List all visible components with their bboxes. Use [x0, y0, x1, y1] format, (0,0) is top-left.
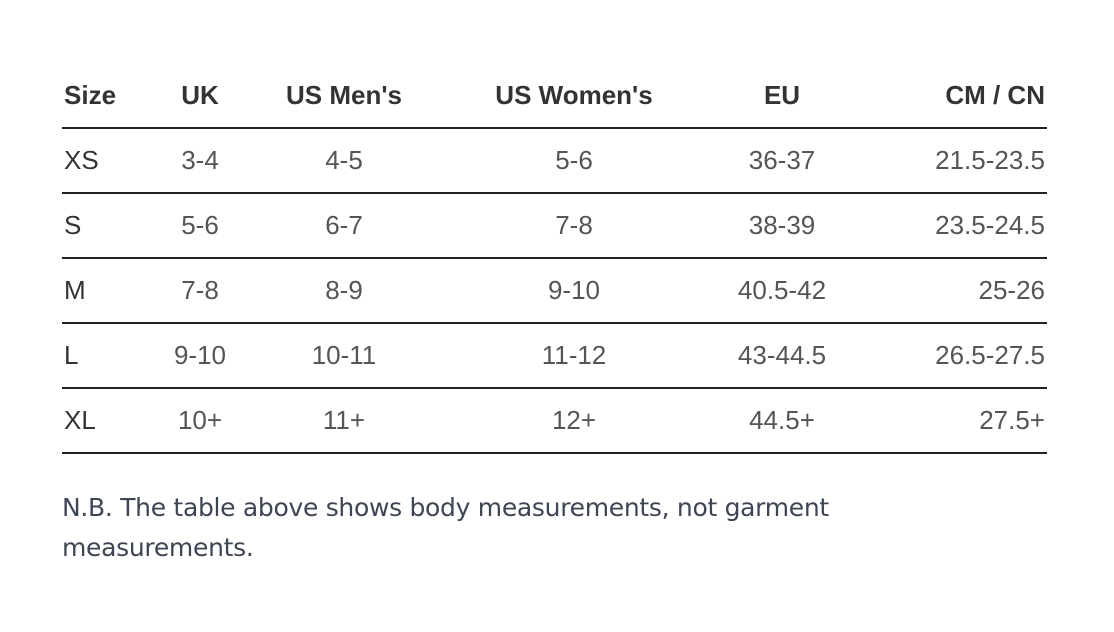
table-row: S 5-6 6-7 7-8 38-39 23.5-24.5 [62, 193, 1047, 259]
header-eu: EU [708, 64, 856, 129]
size-chart-body: XS 3-4 4-5 5-6 36-37 21.5-23.5 S 5-6 6-7… [62, 128, 1047, 454]
cell-us-womens: 12+ [440, 388, 708, 454]
cell-uk: 9-10 [152, 323, 248, 389]
cell-uk: 5-6 [152, 193, 248, 259]
cell-eu: 43-44.5 [708, 323, 856, 389]
table-row: L 9-10 10-11 11-12 43-44.5 26.5-27.5 [62, 323, 1047, 389]
cell-eu: 44.5+ [708, 388, 856, 454]
cell-us-mens: 4-5 [248, 128, 440, 194]
cell-size: M [62, 258, 152, 324]
table-row: XL 10+ 11+ 12+ 44.5+ 27.5+ [62, 388, 1047, 454]
size-chart-table: Size UK US Men's US Women's EU CM / CN X… [62, 64, 1047, 454]
header-uk: UK [152, 64, 248, 129]
cell-cm-cn: 26.5-27.5 [856, 323, 1047, 389]
header-size: Size [62, 64, 152, 129]
cell-us-mens: 8-9 [248, 258, 440, 324]
header-us-womens: US Women's [440, 64, 708, 129]
cell-us-mens: 10-11 [248, 323, 440, 389]
cell-cm-cn: 25-26 [856, 258, 1047, 324]
cell-us-womens: 11-12 [440, 323, 708, 389]
cell-uk: 10+ [152, 388, 248, 454]
cell-us-womens: 7-8 [440, 193, 708, 259]
table-row: M 7-8 8-9 9-10 40.5-42 25-26 [62, 258, 1047, 324]
header-row: Size UK US Men's US Women's EU CM / CN [62, 64, 1047, 129]
cell-eu: 40.5-42 [708, 258, 856, 324]
cell-eu: 36-37 [708, 128, 856, 194]
cell-us-womens: 5-6 [440, 128, 708, 194]
cell-us-womens: 9-10 [440, 258, 708, 324]
cell-uk: 7-8 [152, 258, 248, 324]
cell-cm-cn: 27.5+ [856, 388, 1047, 454]
cell-size: XS [62, 128, 152, 194]
cell-size: L [62, 323, 152, 389]
cell-uk: 3-4 [152, 128, 248, 194]
cell-us-mens: 6-7 [248, 193, 440, 259]
cell-cm-cn: 21.5-23.5 [856, 128, 1047, 194]
measurement-note: N.B. The table above shows body measurem… [62, 493, 829, 562]
cell-us-mens: 11+ [248, 388, 440, 454]
cell-size: XL [62, 388, 152, 454]
size-chart-header: Size UK US Men's US Women's EU CM / CN [62, 64, 1047, 129]
cell-size: S [62, 193, 152, 259]
header-us-mens: US Men's [248, 64, 440, 129]
table-row: XS 3-4 4-5 5-6 36-37 21.5-23.5 [62, 128, 1047, 194]
header-cm-cn: CM / CN [856, 64, 1047, 129]
cell-cm-cn: 23.5-24.5 [856, 193, 1047, 259]
cell-eu: 38-39 [708, 193, 856, 259]
